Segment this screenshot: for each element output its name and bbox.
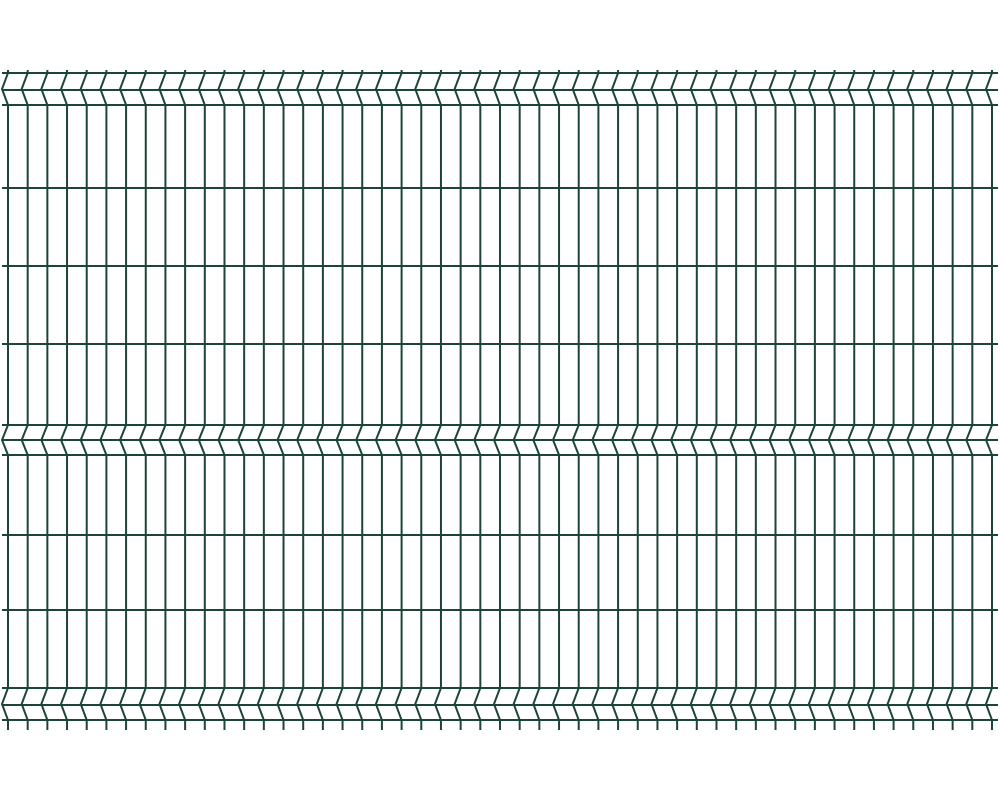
vertical-wire [827,70,836,730]
vertical-wire [40,70,49,730]
vertical-wire [119,70,128,730]
vertical-wire [217,70,226,730]
vertical-wire [374,70,383,730]
vertical-wire [20,70,29,730]
vertical-wire [847,70,856,730]
vertical-wire [866,70,875,730]
vertical-wire [886,70,895,730]
vertical-wire [256,70,265,730]
vertical-wire [296,70,305,730]
vertical-wire [178,70,187,730]
vertical-wire [315,70,324,730]
vertical-wire [748,70,757,730]
vertical-wire [650,70,659,730]
vertical-wire [551,70,561,730]
vertical-wire [768,70,777,730]
vertical-wire [276,70,285,730]
vertical-wire [571,70,580,730]
vertical-wire [788,70,797,730]
vertical-wire [945,70,954,730]
vertical-wire [512,70,521,730]
vertical-wire [709,70,718,730]
vertical-wire [59,70,69,730]
vertical-wire [965,70,974,730]
vertical-wire [689,70,698,730]
vertical-wire [729,70,738,730]
vertical-wire [414,70,423,730]
vertical-wire [473,70,482,730]
vertical-wire [532,70,541,730]
vertical-wire [453,70,462,730]
vertical-wire [925,70,934,730]
vertical-wire [158,70,167,730]
vertical-wire [611,70,620,730]
vertical-wire [591,70,600,730]
vertical-wire [138,70,147,730]
vertical-wire [335,70,344,730]
vertical-wire [906,70,915,730]
vertical-wire [99,70,108,730]
vertical-wire [630,70,639,730]
vertical-wire [670,70,679,730]
vertical-wire [492,70,501,730]
vertical-wire [0,70,9,730]
vertical-wire [394,70,403,730]
vertical-wire [433,70,442,730]
vertical-wire [355,70,364,730]
vertical-wire [807,70,816,730]
vertical-wire [984,70,993,730]
vertical-wire [237,70,246,730]
wire-mesh [0,70,998,730]
vertical-wire [79,70,88,730]
vertical-wire [197,70,206,730]
